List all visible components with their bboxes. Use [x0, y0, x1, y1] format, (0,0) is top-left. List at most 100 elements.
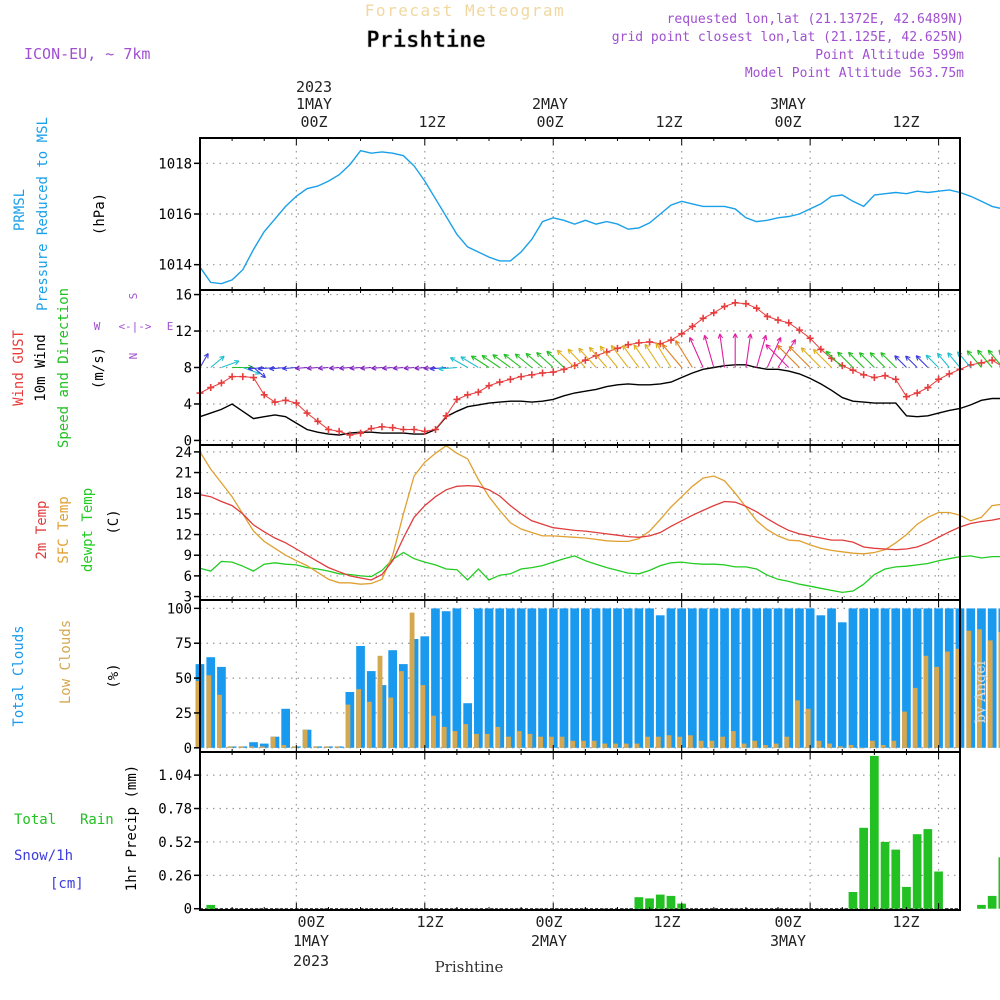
low-cloud-bar [356, 689, 361, 748]
low-cloud-bar [324, 746, 329, 748]
top-hour-1: 00Z [300, 113, 327, 131]
total-cloud-bar [912, 608, 922, 748]
gust-marker [902, 393, 910, 401]
gust-marker [667, 336, 675, 344]
wind-direction-arrow [905, 355, 918, 368]
rain-bar [859, 827, 868, 909]
wind-direction-arrow [622, 344, 640, 368]
gust-marker [860, 371, 868, 379]
low-cloud-bar [474, 733, 479, 748]
low-cloud-bar [763, 745, 768, 748]
low-cloud-bar [441, 726, 447, 748]
total-cloud-bar [249, 742, 258, 748]
wind-direction-arrow [688, 336, 704, 368]
gust-marker [710, 309, 718, 317]
direction-label: Speed and Direction [56, 288, 72, 448]
wind-direction-arrow [837, 351, 854, 368]
rain-bar [880, 841, 890, 909]
wind-direction-arrow [282, 365, 297, 372]
snow-label: Snow/1h [14, 848, 73, 864]
low-cloud-bar [912, 687, 918, 748]
prmsl-label: PRMSL [12, 189, 28, 231]
low-cloud-bar [998, 632, 1000, 748]
compass-w: W [94, 320, 101, 333]
total-cloud-bar [741, 608, 751, 748]
total-cloud-bar [431, 608, 440, 748]
gust-marker [453, 395, 461, 403]
rain-bar [998, 857, 1000, 909]
low-cloud-bar [516, 731, 522, 748]
y-tick-label: 100 [167, 601, 192, 617]
wind-direction-arrow [756, 334, 768, 368]
low-cloud-bar [666, 735, 672, 748]
total-cloud-bar [870, 608, 879, 748]
wind-direction-arrow [661, 343, 683, 368]
bottom-hour-3: 00Z [535, 913, 562, 931]
gust-marker [271, 398, 279, 406]
rain-bar [870, 755, 879, 909]
temp-unit: (C) [106, 509, 122, 534]
top-day-3: 3MAY [770, 95, 806, 113]
total-label: Total [14, 812, 56, 828]
gust-marker [367, 425, 375, 433]
wind-direction-arrow [880, 352, 897, 368]
compass-s: S [127, 293, 140, 300]
gust-marker [464, 391, 472, 399]
wind-direction-arrow [360, 365, 372, 371]
wind-direction-arrow [717, 333, 726, 368]
top-year: 2023 [296, 78, 332, 96]
total-cloud-bar [581, 608, 590, 748]
y-tick-label: 1016 [158, 207, 192, 223]
wind-direction-arrow [339, 365, 350, 371]
wind-direction-arrow [423, 365, 436, 371]
wind-direction-arrow [381, 365, 393, 371]
gust-marker [239, 373, 247, 381]
y-tick-label: 0 [184, 741, 192, 757]
gust-marker [881, 372, 889, 380]
wind-direction-arrow [675, 340, 693, 368]
wind-direction-arrow [546, 350, 565, 368]
gust-label: Wind GUST [11, 330, 27, 406]
top-day-2: 2MAY [532, 95, 568, 113]
wind-direction-arrow [655, 342, 672, 368]
total-cloud-bar [559, 608, 569, 748]
gust-marker [357, 429, 365, 437]
gust-marker [774, 316, 782, 324]
low-cloud-bar [399, 671, 404, 748]
top-hour-4: 12Z [655, 113, 682, 131]
gust-marker [763, 312, 771, 320]
wind-direction-arrow [449, 357, 468, 368]
low-cloud-bar [752, 740, 758, 748]
wind-direction-arrow [777, 339, 797, 368]
gust-marker [303, 409, 311, 417]
gust-marker [849, 366, 857, 374]
rain-bar [912, 834, 922, 909]
bottom-hour-1: 00Z [297, 913, 324, 931]
panel-frame [199, 751, 961, 911]
gust-marker [389, 424, 397, 432]
rain-bar [206, 904, 216, 909]
gust-marker [314, 417, 322, 425]
low-cloud-bar [495, 726, 501, 748]
total-cloud-bar [709, 608, 719, 748]
wind-direction-arrow [329, 365, 340, 371]
low-cloud-bar [463, 724, 469, 748]
sfc-label: SFC Temp [56, 496, 72, 563]
low-cloud-bar [206, 675, 212, 748]
y-tick-label: 6 [184, 569, 192, 585]
low-cloud-bar [795, 700, 800, 748]
axis-layer: 1014101610180481216369121518212402550751… [158, 137, 961, 918]
top-hour-3: 00Z [536, 113, 563, 131]
low-cloud-bar [292, 746, 297, 748]
wind-direction-arrow [599, 345, 618, 368]
low-cloud-bar [934, 666, 939, 748]
total-cloud-bar [527, 608, 537, 748]
total-cloud-bar [613, 608, 622, 748]
gust-marker [431, 426, 439, 433]
gust-marker [399, 426, 407, 433]
y-tick-label: 21 [175, 466, 192, 482]
compass-arrows: <-|-> [118, 320, 151, 333]
y-tick-label: 0.26 [158, 868, 192, 884]
rain-bar [634, 897, 644, 909]
low-cloud-bar [313, 746, 319, 748]
